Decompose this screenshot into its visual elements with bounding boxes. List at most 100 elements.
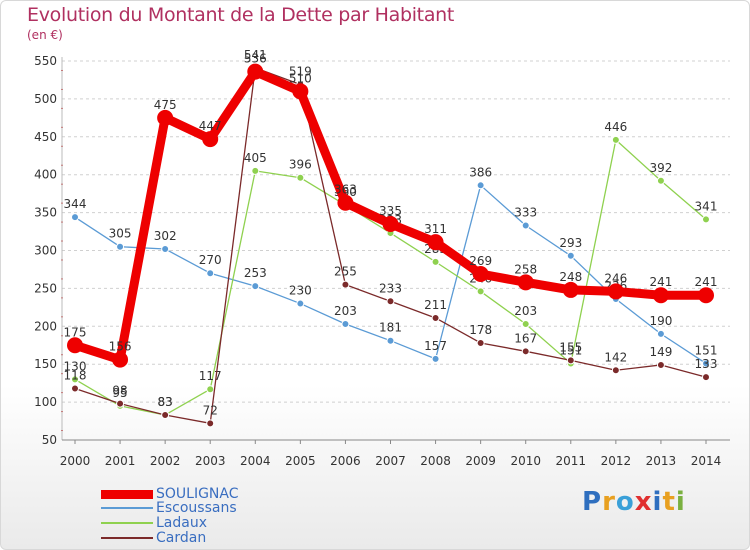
data-label: 230 [289,284,312,298]
data-label: 72 [203,403,218,417]
data-label: 241 [649,275,672,289]
data-label: 446 [604,120,627,134]
data-point [206,385,215,394]
data-label: 536 [244,52,267,66]
legend-item: Ladaux [101,515,207,531]
legend-swatch [101,522,153,524]
logo-letter: x [634,487,653,517]
x-tick-label: 2004 [240,454,271,468]
legend-label: Cardan [156,530,207,546]
data-point [116,242,125,251]
data-label: 246 [604,271,627,285]
data-point [161,410,170,419]
data-label: 181 [379,321,402,335]
data-point [67,337,83,354]
data-point [251,282,260,291]
data-label: 157 [424,339,447,353]
data-label: 248 [559,270,582,284]
logo-letter: r [602,487,616,517]
data-point [702,215,710,224]
data-label: 190 [649,314,672,328]
y-tick-label: 100 [34,395,57,409]
data-label: 311 [424,222,447,236]
y-tick-label: 250 [34,281,57,295]
data-label: 255 [334,265,357,279]
legend-swatch [101,537,153,539]
y-tick-label: 400 [34,168,57,182]
data-point [472,265,489,282]
data-point [251,166,260,175]
data-label: 386 [469,165,492,179]
data-point [71,384,79,393]
data-point [386,297,395,306]
data-point [337,194,354,211]
data-point [521,320,530,329]
y-tick-label: 500 [34,92,57,106]
legend-item: SOULIGNAC [101,486,239,502]
data-label: 363 [334,183,357,197]
data-label: 396 [289,158,312,172]
data-point [206,419,215,428]
data-label: 178 [469,323,492,337]
x-tick-label: 2012 [601,454,632,468]
data-point [476,338,485,347]
legend-item: Escoussans [101,500,237,516]
data-point [656,329,665,338]
x-tick-label: 2002 [150,454,181,468]
data-point [341,320,350,329]
x-tick-label: 2000 [60,454,91,468]
data-point [521,221,530,230]
data-label: 155 [559,340,582,354]
data-point [702,373,710,382]
data-label: 203 [334,304,357,318]
data-label: 541 [244,48,267,62]
x-tick-label: 2006 [330,454,361,468]
data-label: 151 [559,343,582,357]
data-label: 305 [109,227,132,241]
x-tick-label: 2011 [556,454,587,468]
data-point [562,281,579,298]
data-label: 156 [109,340,132,354]
data-label: 233 [379,281,402,295]
data-point [656,360,665,369]
data-point [341,280,350,289]
data-label: 510 [289,71,312,85]
data-point [431,354,440,363]
unit-label: (en €) [27,28,63,42]
y-tick-label: 50 [42,433,57,447]
data-label: 253 [244,266,267,280]
y-tick-label: 200 [34,319,57,333]
data-label: 130 [64,359,87,373]
data-label: 405 [244,151,267,165]
data-point [386,336,395,345]
data-label: 392 [649,161,672,175]
data-label: 302 [154,229,177,243]
data-label: 344 [64,197,87,211]
data-point [566,251,575,260]
y-tick-label: 550 [34,54,57,68]
data-label: 203 [514,304,537,318]
data-point [566,356,575,365]
legend-item: Cardan [101,530,206,546]
data-point [611,366,620,375]
data-point [517,274,534,291]
data-point [521,347,530,356]
data-label: 341 [695,199,718,213]
data-label: 211 [424,298,447,312]
data-point [292,83,309,100]
x-tick-label: 2008 [420,454,451,468]
data-point [476,287,485,296]
legend-label: SOULIGNAC [156,486,239,502]
data-label: 83 [158,395,173,409]
data-label: 83 [158,395,173,409]
data-point [202,131,219,148]
data-label: 175 [64,325,87,339]
legend-swatch [101,489,153,499]
x-tick-label: 2014 [691,454,722,468]
data-label: 149 [649,345,672,359]
data-point [71,213,79,222]
data-point [247,63,264,80]
x-tick-label: 2003 [195,454,226,468]
data-label: 241 [695,275,718,289]
